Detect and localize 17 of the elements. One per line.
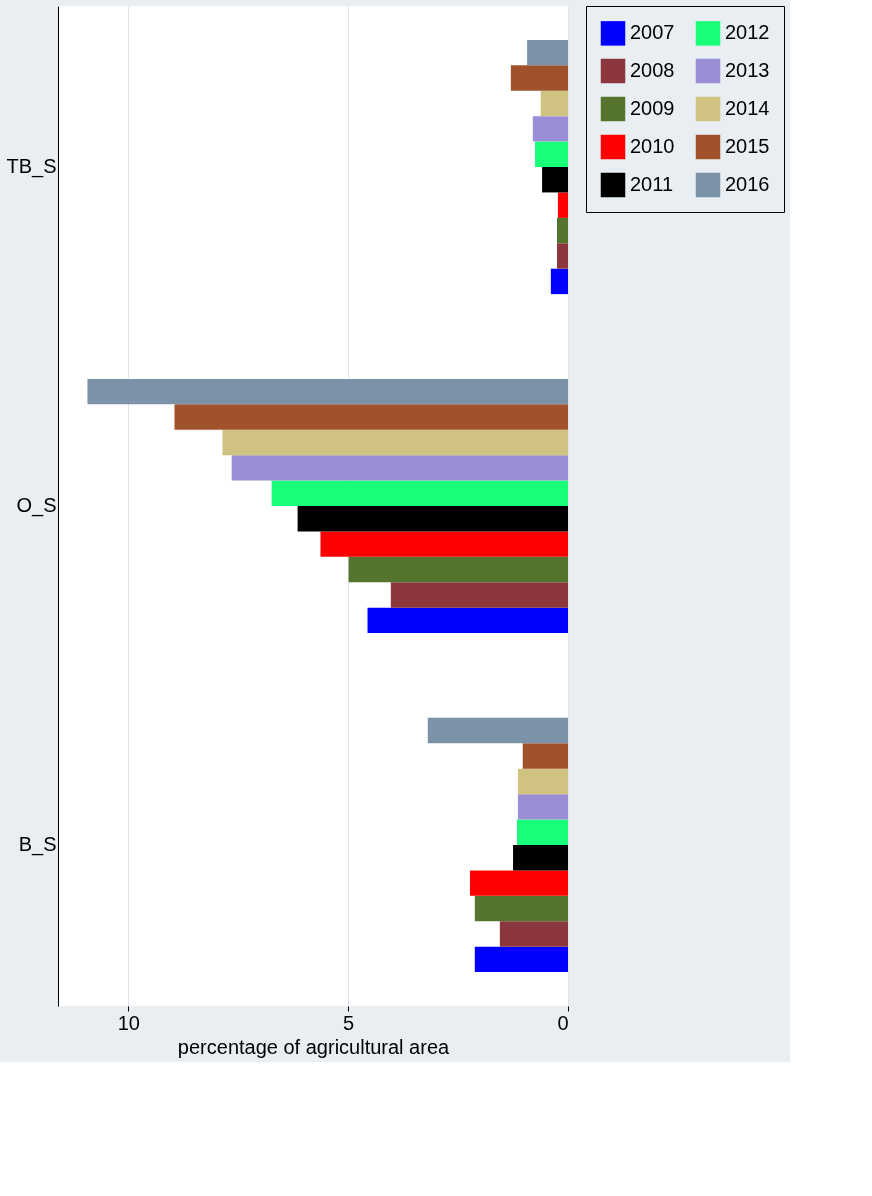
legend-label: 2010: [630, 135, 675, 157]
legend-label: 2009: [630, 97, 675, 119]
x-tick-label: 5: [343, 1011, 355, 1034]
legend-label: 2007: [630, 21, 675, 44]
legend-label: 2013: [725, 59, 770, 81]
legend-label: 2015: [725, 135, 770, 157]
legend-label: 2016: [725, 173, 770, 195]
y-tick-label: B_S: [18, 832, 57, 856]
x-axis-title: percentage of agricultural area: [177, 1035, 451, 1058]
x-tick-label: 10: [117, 1011, 140, 1034]
x-tick-label: 0: [557, 1011, 569, 1034]
legend-label: 2008: [630, 59, 675, 81]
legend-label: 2011: [630, 173, 674, 195]
y-tick-label: TB_S: [6, 155, 57, 179]
legend-label: 2012: [725, 21, 770, 44]
legend-label: 2014: [725, 97, 770, 119]
y-tick-label: O_S: [16, 494, 57, 517]
